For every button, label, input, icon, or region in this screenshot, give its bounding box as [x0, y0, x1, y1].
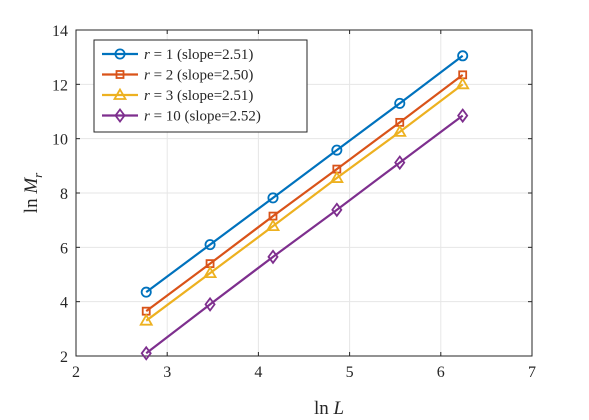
- legend-box: [93, 39, 308, 133]
- y-tick-label: 12: [52, 77, 68, 94]
- y-tick-label: 4: [60, 295, 68, 312]
- data-point: [140, 345, 152, 361]
- x-tick-label: 3: [163, 364, 171, 381]
- x-tick-label: 4: [254, 364, 262, 381]
- x-tick-label: 7: [528, 364, 536, 381]
- legend-marker: [114, 108, 126, 123]
- legend-marker: [115, 70, 125, 79]
- y-tick-label: 14: [52, 23, 68, 40]
- data-point: [394, 97, 406, 109]
- data-point: [331, 202, 343, 218]
- series-line: [145, 73, 464, 313]
- y-tick-label: 2: [60, 349, 68, 366]
- legend-marker: [114, 48, 126, 60]
- legend-label: r = 1 (slope=2.51): [144, 47, 253, 63]
- data-point: [457, 108, 469, 124]
- y-axis-title: ln Mr: [21, 172, 45, 213]
- data-point: [267, 192, 279, 204]
- data-point: [204, 296, 216, 312]
- data-point: [329, 170, 344, 183]
- legend: r = 1 (slope=2.51) r = 2 (slope=2.50) r = …: [93, 39, 308, 133]
- legend-label: r = 2 (slope=2.50): [144, 68, 253, 84]
- data-point: [265, 218, 281, 232]
- x-tick-label: 6: [437, 364, 445, 381]
- y-tick-label: 10: [52, 132, 68, 149]
- data-point: [267, 249, 279, 265]
- series-layer: [139, 50, 470, 361]
- data-point: [203, 265, 218, 279]
- series-line: [145, 54, 464, 294]
- x-tick-label: 2: [72, 364, 80, 381]
- data-point: [139, 313, 154, 326]
- y-tick-label: 6: [60, 240, 68, 257]
- legend-item: r = 3 (slope=2.51): [102, 87, 253, 104]
- y-tick-label: 8: [60, 186, 68, 203]
- series-4: [140, 108, 469, 361]
- svg-text:ln L: ln L: [314, 398, 344, 419]
- legend-marker: [112, 87, 128, 100]
- data-point: [204, 239, 216, 251]
- data-point: [392, 124, 407, 137]
- legend-label: r = 10 (slope=2.52): [144, 109, 261, 125]
- data-point: [331, 144, 343, 156]
- legend-item: r = 1 (slope=2.51): [102, 47, 253, 63]
- axis-ticks: 2 3 4 5 6 7 2 4 6 8 10 12 14: [52, 23, 536, 381]
- series-line: [145, 114, 464, 355]
- data-point: [140, 286, 152, 298]
- data-point: [455, 77, 470, 90]
- data-point: [457, 50, 469, 62]
- legend-label: r = 3 (slope=2.51): [144, 88, 253, 104]
- series-3: [139, 77, 470, 326]
- legend-item: r = 10 (slope=2.52): [102, 108, 261, 125]
- x-axis-title: ln L: [314, 398, 344, 419]
- data-point: [394, 155, 406, 171]
- series-1: [140, 50, 469, 298]
- x-tick-label: 5: [346, 364, 354, 381]
- series-line: [145, 83, 464, 322]
- svg-text:ln Mr: ln Mr: [21, 172, 45, 213]
- x-axis-var: L: [332, 398, 344, 419]
- legend-item: r = 2 (slope=2.50): [102, 68, 253, 84]
